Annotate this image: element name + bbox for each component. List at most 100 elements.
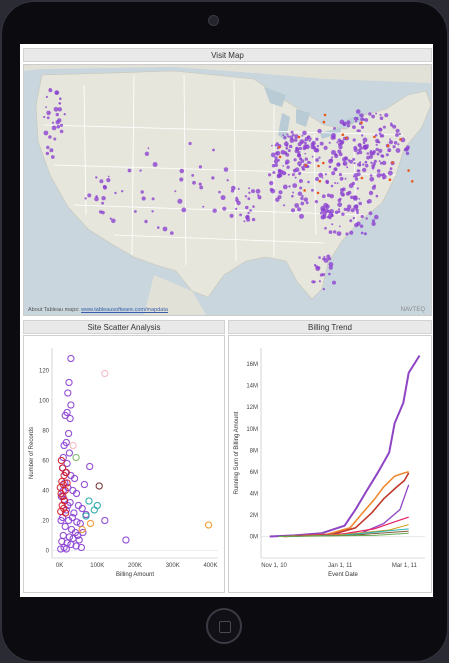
visit-dot (249, 209, 252, 212)
visit-dot (328, 230, 333, 235)
visit-dot (283, 136, 287, 140)
visit-dot (218, 190, 221, 194)
visit-dot (55, 112, 59, 117)
visit-dot (301, 134, 304, 137)
visit-dot (359, 146, 363, 150)
visit-dot (329, 211, 332, 214)
visit-dot (333, 230, 337, 234)
visit-dot (114, 191, 117, 195)
x-tick-label: 200K (128, 563, 142, 569)
visit-dot (338, 152, 343, 157)
visit-dot (305, 201, 309, 205)
visit-dot (275, 197, 280, 202)
visit-map[interactable]: About Tableau maps: www.tableausoftware.… (23, 64, 432, 316)
visit-dot (246, 217, 251, 222)
visit-dot (275, 150, 281, 156)
visit-dot (359, 224, 364, 228)
visit-dot-orange (407, 169, 410, 172)
visit-dot (301, 166, 304, 169)
visit-dot (292, 183, 298, 188)
scatter-point (57, 516, 65, 525)
scatter-point (101, 369, 109, 378)
scatter-chart[interactable]: 0 20 40 60 80 100 120 0K 100K 200K 300K 400K Billing… (23, 335, 225, 593)
scatter-plot[interactable]: 0 20 40 60 80 100 120 0K 100K 200K 300K 400K Billing… (24, 336, 224, 592)
y-axis-label: Number of Records (29, 427, 35, 479)
visit-map-title: Visit Map (23, 48, 432, 62)
visit-dot (339, 139, 345, 145)
visit-dot (338, 197, 342, 201)
scatter-point (59, 531, 67, 540)
visit-dot (328, 141, 331, 144)
visit-dot (53, 106, 59, 112)
canada-land (24, 65, 431, 83)
visit-dot (244, 195, 248, 198)
visit-dot (356, 211, 359, 215)
visit-dot (274, 156, 278, 160)
visit-dot (299, 157, 303, 161)
visit-dot (354, 120, 358, 123)
map-data-link[interactable]: www.tableausoftware.com/mapdata (81, 307, 168, 313)
visit-dot (337, 202, 343, 208)
visit-dot (360, 214, 364, 219)
scatter-point (60, 441, 68, 450)
visit-dot (354, 177, 359, 181)
visit-dot (43, 115, 46, 119)
visit-dot (318, 156, 321, 159)
scatter-point (62, 468, 70, 477)
visit-dot (338, 172, 342, 177)
x-tick-label: 0K (56, 563, 63, 569)
visit-dot (400, 137, 406, 143)
visit-dot (292, 133, 295, 137)
visit-dot (310, 144, 315, 150)
scatter-point (101, 516, 109, 525)
visit-dot (303, 197, 308, 202)
visit-dot (360, 231, 364, 235)
y-tick-label: 16M (246, 362, 258, 368)
visit-dot (352, 216, 355, 220)
visit-dot (375, 147, 379, 152)
scatter-point (58, 464, 67, 472)
visit-dot (371, 219, 376, 223)
scatter-point (86, 519, 95, 528)
visit-dot-orange (360, 121, 363, 124)
visit-dot (181, 207, 187, 213)
visit-dot (288, 185, 291, 188)
visit-dot (311, 140, 316, 145)
visit-dot (291, 194, 294, 198)
visit-dot (239, 213, 243, 217)
trend-chart[interactable]: 0M 2M 4M 6M 8M 10M 12M 14M 16M Nov 1, 10 Jan 1, 11… (228, 335, 432, 593)
visit-dot (247, 197, 251, 201)
visit-dot (337, 208, 341, 211)
visit-dot (341, 212, 345, 216)
home-button[interactable] (206, 608, 242, 644)
scatter-point (78, 525, 86, 534)
visit-dot (287, 135, 290, 138)
visit-dot (304, 152, 307, 155)
visit-dot (58, 102, 61, 105)
visit-dot (395, 148, 401, 153)
trend-plot[interactable]: 0M 2M 4M 6M 8M 10M 12M 14M 16M Nov 1, 10 Jan 1, 11… (229, 336, 431, 592)
visit-dot (393, 141, 398, 145)
visit-dot (376, 152, 380, 156)
visit-dot (326, 254, 331, 259)
visit-dot (50, 155, 55, 159)
visit-dot (325, 204, 330, 209)
visit-dot (285, 159, 290, 164)
map-canvas[interactable] (24, 65, 431, 315)
visit-dot (282, 184, 288, 190)
visit-dot (378, 160, 381, 163)
visit-dot (346, 166, 349, 169)
visit-dot-orange (316, 191, 320, 195)
visit-dot (247, 211, 250, 215)
visit-dot (287, 149, 291, 153)
scatter-point (61, 509, 70, 517)
visit-dot (331, 133, 336, 138)
visit-dot (106, 178, 111, 183)
visit-dot (294, 134, 299, 139)
visit-dot (385, 153, 389, 157)
visit-dot (367, 199, 372, 204)
visit-dot (323, 255, 326, 258)
visit-dot (342, 157, 347, 162)
y-tick-label: 12M (246, 405, 258, 411)
visit-dot (366, 200, 369, 203)
